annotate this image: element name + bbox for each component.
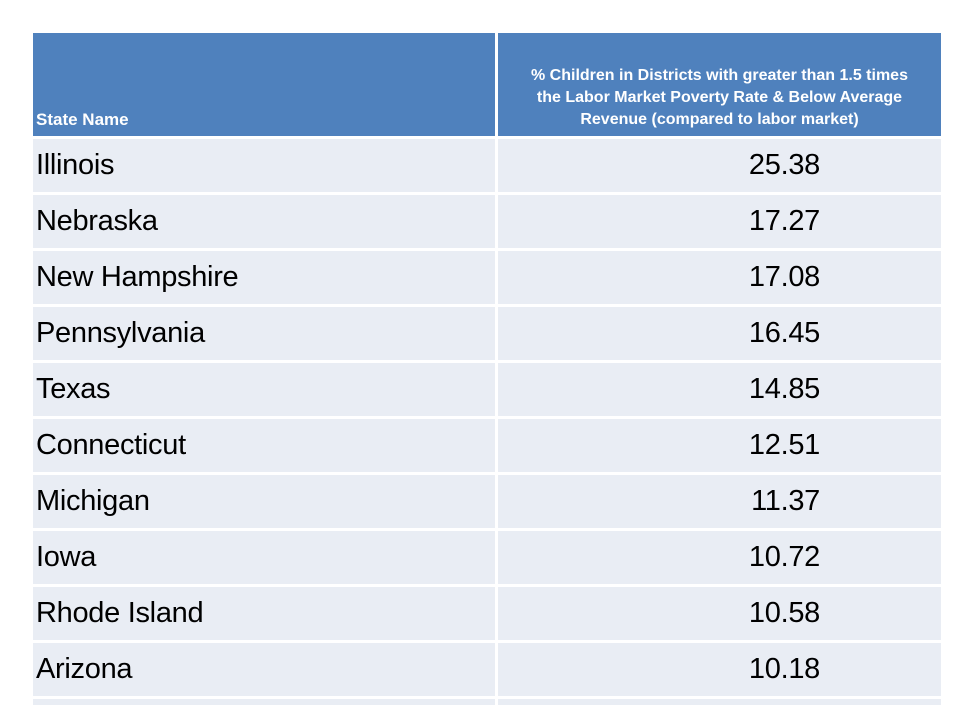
header-percent-line-3: Revenue (compared to labor market) bbox=[580, 111, 859, 128]
state-cell: New Hampshire bbox=[33, 251, 495, 304]
value-cell: 12.51 bbox=[498, 419, 941, 472]
value-cell: 10.58 bbox=[498, 587, 941, 640]
table-row: Rhode Island 10.58 bbox=[33, 587, 941, 640]
table-body: Illinois 25.38 Nebraska 17.27 New Hampsh… bbox=[33, 139, 941, 696]
table-row: Michigan 11.37 bbox=[33, 475, 941, 528]
table-row: Iowa 10.72 bbox=[33, 531, 941, 584]
header-percent-line-1: % Children in Districts with greater tha… bbox=[531, 67, 908, 84]
state-cell: Rhode Island bbox=[33, 587, 495, 640]
table-row: Arizona 10.18 bbox=[33, 643, 941, 696]
partial-cell-state bbox=[33, 699, 495, 705]
table-header-row: State Name % Children in Districts with … bbox=[33, 33, 941, 136]
value-cell: 17.08 bbox=[498, 251, 941, 304]
table-row: Connecticut 12.51 bbox=[33, 419, 941, 472]
value-cell: 17.27 bbox=[498, 195, 941, 248]
value-cell: 25.38 bbox=[498, 139, 941, 192]
state-cell: Illinois bbox=[33, 139, 495, 192]
state-cell: Michigan bbox=[33, 475, 495, 528]
state-cell: Iowa bbox=[33, 531, 495, 584]
state-cell: Arizona bbox=[33, 643, 495, 696]
partial-cell-value bbox=[498, 699, 941, 705]
state-poverty-table: State Name % Children in Districts with … bbox=[33, 33, 941, 705]
header-state-label: State Name bbox=[36, 110, 129, 129]
value-cell: 11.37 bbox=[498, 475, 941, 528]
value-cell: 16.45 bbox=[498, 307, 941, 360]
table-row: Nebraska 17.27 bbox=[33, 195, 941, 248]
table-row: Pennsylvania 16.45 bbox=[33, 307, 941, 360]
header-cell-percent-children: % Children in Districts with greater tha… bbox=[498, 33, 941, 136]
header-percent-lines: % Children in Districts with greater tha… bbox=[531, 65, 908, 131]
header-percent-line-2: the Labor Market Poverty Rate & Below Av… bbox=[536, 89, 903, 106]
value-cell: 10.18 bbox=[498, 643, 941, 696]
value-cell: 10.72 bbox=[498, 531, 941, 584]
table-row: Texas 14.85 bbox=[33, 363, 941, 416]
state-cell: Texas bbox=[33, 363, 495, 416]
header-cell-state-name: State Name bbox=[33, 33, 495, 136]
state-cell: Nebraska bbox=[33, 195, 495, 248]
table-row: Illinois 25.38 bbox=[33, 139, 941, 192]
partial-row bbox=[33, 699, 941, 705]
table-row: New Hampshire 17.08 bbox=[33, 251, 941, 304]
state-cell: Pennsylvania bbox=[33, 307, 495, 360]
state-cell: Connecticut bbox=[33, 419, 495, 472]
value-cell: 14.85 bbox=[498, 363, 941, 416]
